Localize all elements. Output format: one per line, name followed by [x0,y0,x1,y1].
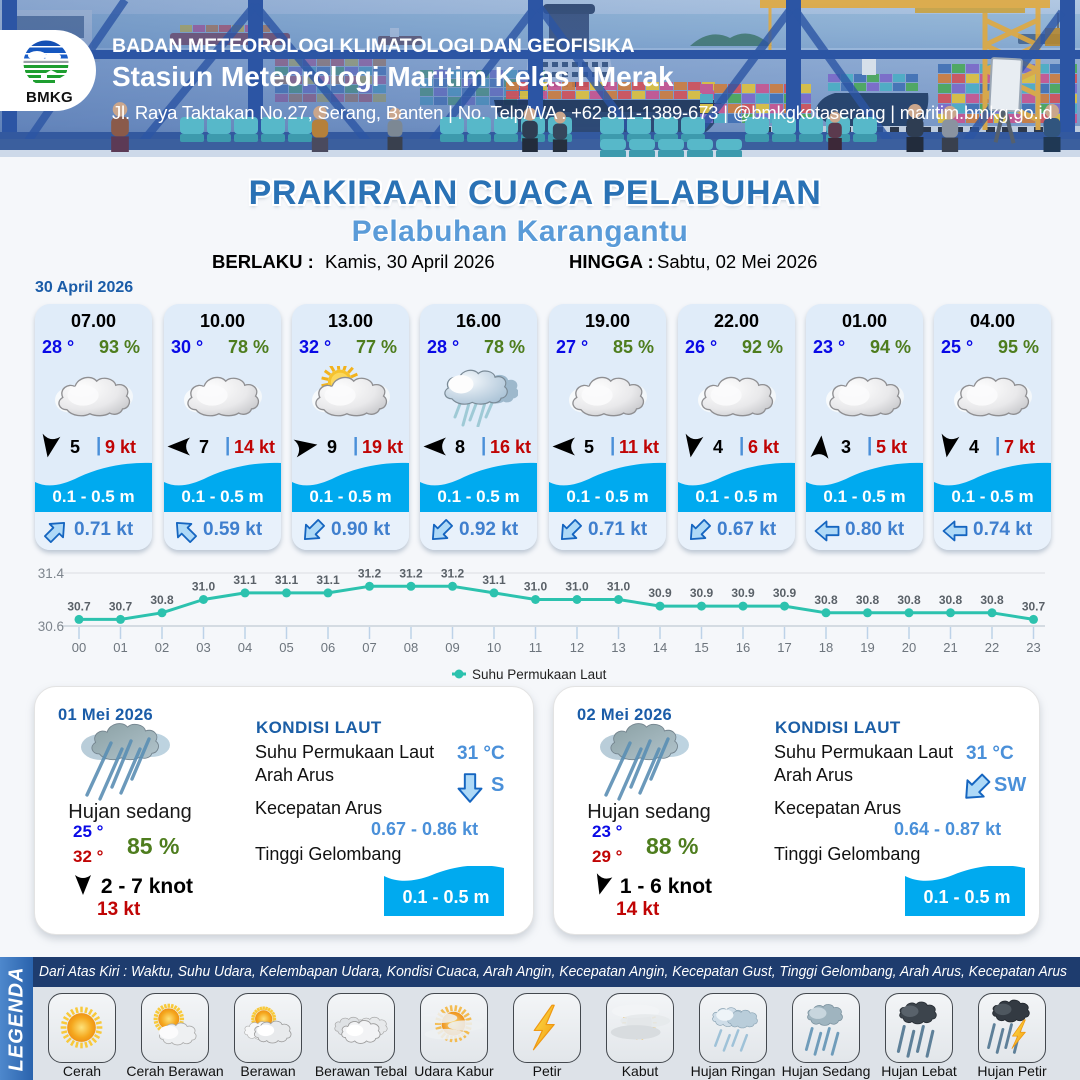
svg-text:0.1 - 0.5 m: 0.1 - 0.5 m [402,887,489,907]
svg-text:31.2: 31.2 [399,566,423,580]
svg-text:02: 02 [155,640,169,655]
svg-text:21: 21 [943,640,957,655]
svg-text:30.8: 30.8 [856,593,880,607]
svg-text:31.0: 31.0 [524,580,548,594]
svg-text:30.9: 30.9 [731,586,755,600]
svg-text:31.4: 31.4 [38,566,65,581]
svg-text:19: 19 [860,640,874,655]
svg-text:20: 20 [902,640,916,655]
svg-text:03: 03 [196,640,210,655]
svg-text:01: 01 [113,640,127,655]
svg-text:10: 10 [487,640,501,655]
svg-text:12: 12 [570,640,584,655]
svg-text:0.1 - 0.5 m: 0.1 - 0.5 m [923,887,1010,907]
svg-text:17: 17 [777,640,791,655]
svg-text:06: 06 [321,640,335,655]
svg-text:31.2: 31.2 [441,566,465,580]
svg-text:31.2: 31.2 [358,566,382,580]
svg-text:31.1: 31.1 [482,573,506,587]
svg-text:31.1: 31.1 [233,573,257,587]
svg-text:05: 05 [279,640,293,655]
svg-text:08: 08 [404,640,418,655]
svg-text:09: 09 [445,640,459,655]
svg-text:30.7: 30.7 [1022,599,1046,613]
svg-text:31.1: 31.1 [316,573,340,587]
svg-text:30.6: 30.6 [38,619,64,634]
svg-text:14: 14 [653,640,667,655]
svg-text:31.1: 31.1 [275,573,299,587]
svg-text:00: 00 [72,640,86,655]
svg-text:30.8: 30.8 [897,593,921,607]
svg-text:30.9: 30.9 [690,586,714,600]
svg-text:31.0: 31.0 [565,580,589,594]
svg-text:22: 22 [985,640,999,655]
svg-text:30.8: 30.8 [939,593,963,607]
svg-text:31.0: 31.0 [607,580,631,594]
svg-text:07: 07 [362,640,376,655]
svg-text:23: 23 [1026,640,1040,655]
svg-text:13: 13 [611,640,625,655]
svg-text:04: 04 [238,640,252,655]
svg-text:30.9: 30.9 [648,586,672,600]
svg-text:30.9: 30.9 [773,586,797,600]
svg-text:30.8: 30.8 [980,593,1004,607]
svg-text:18: 18 [819,640,833,655]
svg-text:Suhu Permukaan Laut: Suhu Permukaan Laut [472,667,607,682]
svg-text:16: 16 [736,640,750,655]
svg-text:30.7: 30.7 [109,599,133,613]
svg-text:15: 15 [694,640,708,655]
svg-text:11: 11 [529,640,543,655]
svg-text:30.7: 30.7 [67,599,91,613]
svg-text:30.8: 30.8 [814,593,838,607]
svg-text:30.8: 30.8 [150,593,174,607]
svg-text:31.0: 31.0 [192,580,216,594]
